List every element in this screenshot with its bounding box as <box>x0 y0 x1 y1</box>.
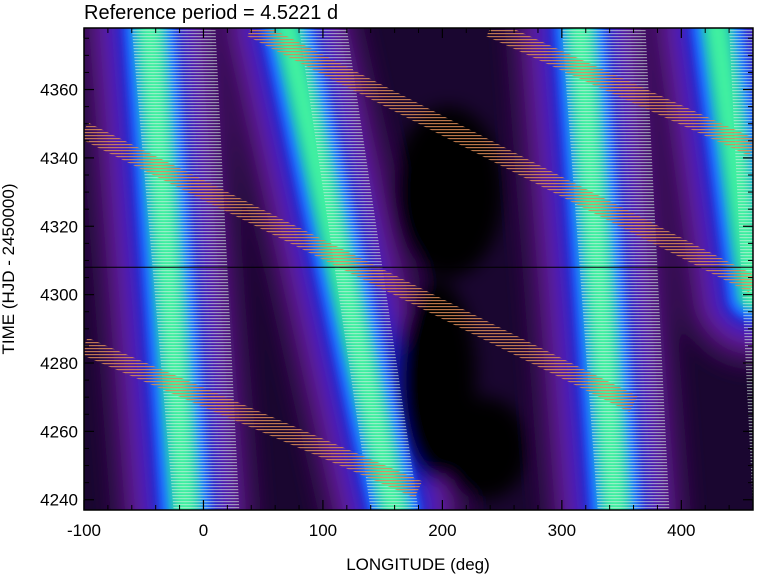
y-tick-label-4360: 4360 <box>40 81 78 100</box>
y-tick-label-4300: 4300 <box>40 286 78 305</box>
x-tick-label-100: 100 <box>309 521 337 540</box>
light-band-2 <box>561 28 670 510</box>
y-tick-label-4280: 4280 <box>40 354 78 373</box>
x-tick-label-200: 200 <box>428 521 456 540</box>
x-tick-label--100: -100 <box>67 521 101 540</box>
chart-title: Reference period = 4.5221 d <box>84 2 338 24</box>
y-tick-label-4340: 4340 <box>40 149 78 168</box>
plot-area <box>84 28 753 510</box>
y-tick-label-4240: 4240 <box>40 491 78 510</box>
x-axis-title: LONGITUDE (deg) <box>346 555 490 574</box>
y-tick-label-4320: 4320 <box>40 217 78 236</box>
dark-band-3 <box>486 28 753 156</box>
x-axis: -100 0 100 200 300 400 <box>67 28 730 540</box>
void-2 <box>439 397 530 500</box>
x-tick-label-400: 400 <box>667 521 695 540</box>
y-axis-title: TIME (HJD - 2450000) <box>0 184 18 355</box>
dark-band-2 <box>247 28 753 293</box>
x-tick-label-0: 0 <box>199 521 208 540</box>
y-tick-label-4260: 4260 <box>40 422 78 441</box>
x-tick-label-300: 300 <box>548 521 576 540</box>
dark-band-0 <box>84 337 423 498</box>
y-axis: 4240 4260 4280 4300 4320 4340 4360 <box>40 37 753 510</box>
light-band-0 <box>131 28 240 510</box>
